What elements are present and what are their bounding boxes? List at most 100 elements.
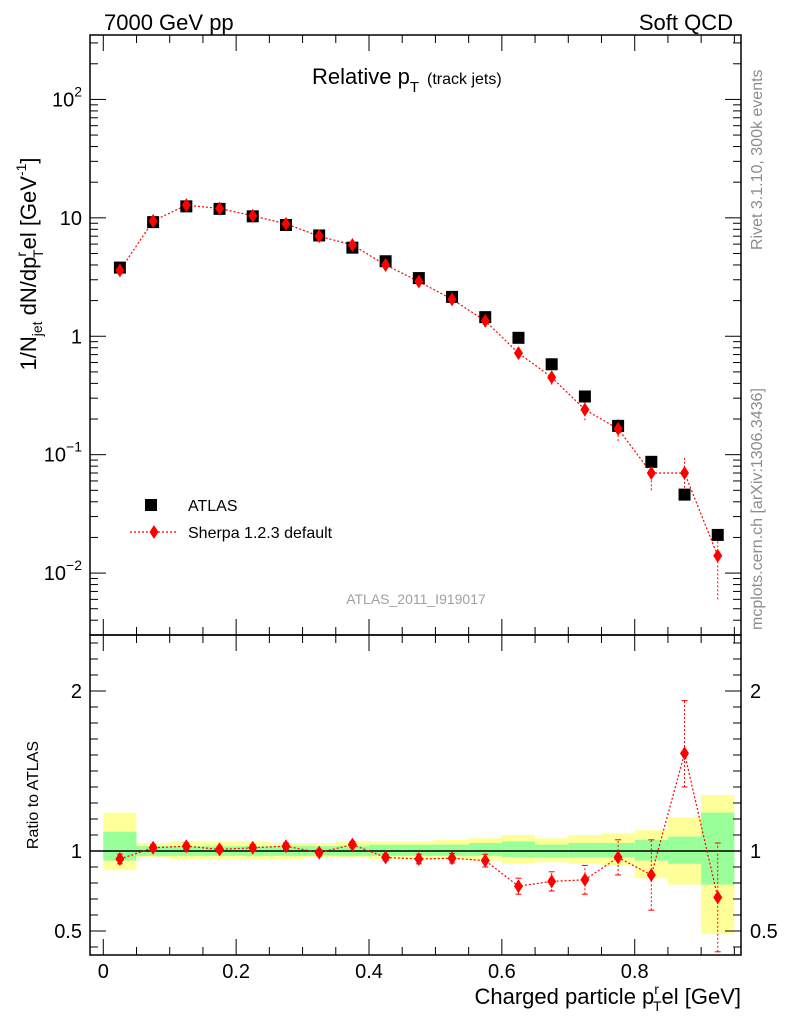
x-tick-label: 0.6: [488, 961, 516, 983]
mcplots-note: mcplots.cern.ch [arXiv:1306.3436]: [749, 388, 766, 630]
main-y-tick-label: 10−1: [44, 439, 82, 467]
xlabel-a: Charged particle p: [475, 984, 655, 1009]
plot-title-extra: (track jets): [427, 71, 502, 88]
plot-title: Relative pT (track jets): [312, 64, 502, 96]
ratio-point: [281, 839, 291, 854]
ratio-y-tick-label-right: 2: [750, 681, 761, 703]
ratio-point: [513, 879, 523, 894]
ratio-point: [646, 868, 656, 882]
ylabel-c: el [GeV: [16, 176, 41, 250]
ratio-point: [713, 890, 723, 905]
main-ticks: [90, 35, 741, 636]
sherpa-point: [414, 274, 424, 289]
ylabel-d: ]: [16, 157, 41, 163]
main-plot-area: [113, 198, 724, 600]
sherpa-point: [680, 466, 690, 481]
sherpa-point: [447, 292, 457, 307]
x-tick-label: 0.2: [222, 961, 250, 983]
ratio-y-tick-label-right: 1: [750, 841, 761, 863]
ratio-point: [580, 872, 590, 887]
main-y-axis-label: 1/Njet dN/dprTel [GeV-1]: [13, 157, 46, 370]
main-y-tick-label: 10−2: [44, 557, 82, 585]
ratio-y-axis-label: Ratio to ATLAS: [25, 741, 42, 849]
ylabel-a-sub: jet: [29, 321, 45, 337]
atlas-point: [578, 390, 591, 403]
atlas-point: [512, 331, 525, 344]
atlas-point: [678, 488, 691, 501]
legend-marker-sherpa: [149, 525, 159, 539]
sherpa-point: [513, 346, 523, 361]
legend-label-atlas: ATLAS: [188, 498, 238, 515]
ylabel-c-sup: -1: [13, 163, 29, 176]
ratio-band-stat: [568, 843, 602, 858]
ratio-point: [248, 840, 258, 855]
x-tick-label: 0.8: [621, 961, 649, 983]
ratio-point: [347, 837, 357, 852]
ylabel-a: 1/N: [16, 336, 41, 370]
ratio-band-stat: [667, 836, 702, 864]
ratio-y-tick-label-left: 1: [71, 841, 82, 863]
plot-title-main: Relative p: [312, 64, 410, 89]
ratio-band-stat: [369, 844, 403, 856]
ratio-frame: [89, 634, 742, 956]
x-axis-label: Charged particle pr Tel [GeV]: [475, 981, 742, 1014]
xlabel-sub: T: [653, 998, 662, 1014]
main-frame: [89, 34, 742, 636]
sherpa-point: [713, 548, 723, 563]
main-y-tick-label: 10: [60, 208, 82, 230]
ratio-panel: 0.5 0.5 1 1 2 2 0 0.2 0.4 0.6 0.8 Ratio to ATLAS C…: [25, 634, 778, 1014]
ratio-point: [381, 850, 391, 865]
ratio-band-stat: [402, 844, 436, 856]
sherpa-point: [281, 216, 291, 231]
atlas-point: [545, 358, 558, 371]
legend-label-sherpa: Sherpa 1.2.3 default: [188, 525, 333, 542]
ratio-plot-area: [115, 700, 723, 953]
ratio-point: [680, 746, 690, 761]
sherpa-point: [181, 198, 191, 213]
xlabel-sup: r: [654, 981, 659, 997]
x-tick-label: 0.4: [355, 961, 383, 983]
sherpa-point: [314, 229, 324, 244]
ratio-point: [115, 852, 125, 866]
ratio-point: [414, 852, 424, 866]
analysis-tag: ATLAS_2011_I919017: [346, 591, 486, 607]
legend-marker-atlas: [145, 499, 157, 511]
plot-title-sub: T: [410, 79, 419, 96]
sherpa-point: [381, 257, 391, 272]
ylabel-b: dN/dp: [16, 257, 41, 322]
ratio-point: [215, 842, 225, 857]
ratio-point: [148, 840, 158, 855]
ratio-point: [314, 845, 324, 860]
ratio-y-tick-label-right: 0.5: [750, 921, 778, 943]
ratio-band-stat: [501, 841, 536, 858]
ratio-tick-labels: 0.5 0.5 1 1 2 2 0 0.2 0.4 0.6 0.8: [54, 681, 778, 983]
ratio-ticks: [90, 635, 741, 955]
atlas-point: [711, 528, 724, 541]
header-left: 7000 GeV pp: [104, 10, 234, 35]
sherpa-point: [480, 313, 490, 328]
ratio-point: [613, 850, 623, 865]
main-y-tick-labels: 10−2 10−1 1 10 102: [44, 83, 82, 585]
ratio-uncertainty-bands: [90, 795, 741, 935]
atlas-point: [645, 455, 658, 468]
ylabel-b-sub: T: [30, 249, 46, 258]
sherpa-point: [248, 208, 258, 223]
ratio-point: [547, 874, 557, 889]
main-y-tick-label: 102: [52, 83, 82, 111]
ratio-band-stat: [435, 844, 469, 856]
ratio-y-tick-label-left: 2: [71, 681, 82, 703]
rivet-note: Rivet 3.1.10, 300k events: [749, 69, 766, 250]
sherpa-point: [215, 201, 225, 216]
sherpa-point: [115, 263, 125, 278]
sherpa-point: [580, 402, 590, 417]
sherpa-point: [148, 214, 158, 229]
ylabel-b-sup: r: [13, 252, 29, 257]
ratio-line: [119, 753, 719, 898]
ratio-band-stat: [468, 843, 502, 856]
ratio-y-tick-label-left: 0.5: [54, 921, 82, 943]
ratio-point: [447, 851, 457, 866]
header-right: Soft QCD: [639, 10, 733, 35]
xlabel-b: el [GeV]: [662, 984, 741, 1009]
